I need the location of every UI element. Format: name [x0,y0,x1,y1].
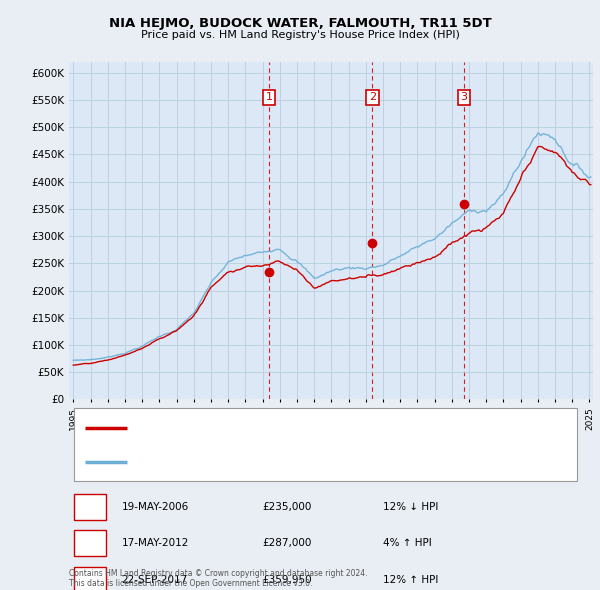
Text: 3: 3 [86,573,94,586]
Text: £359,950: £359,950 [263,575,313,585]
FancyBboxPatch shape [74,566,106,590]
Text: 4% ↑ HPI: 4% ↑ HPI [383,538,432,548]
Text: £235,000: £235,000 [263,502,312,512]
Text: 12% ↓ HPI: 12% ↓ HPI [383,502,439,512]
Text: Price paid vs. HM Land Registry's House Price Index (HPI): Price paid vs. HM Land Registry's House … [140,30,460,40]
Text: 2: 2 [86,537,94,550]
Text: 22-SEP-2017: 22-SEP-2017 [121,575,188,585]
Text: NIA HEJMO, BUDOCK WATER, FALMOUTH, TR11 5DT (detached house): NIA HEJMO, BUDOCK WATER, FALMOUTH, TR11 … [137,423,478,433]
Text: 19-MAY-2006: 19-MAY-2006 [121,502,188,512]
Text: £287,000: £287,000 [263,538,312,548]
Text: 1: 1 [266,93,272,103]
Text: 3: 3 [461,93,467,103]
Text: HPI: Average price, detached house, Cornwall: HPI: Average price, detached house, Corn… [137,457,360,467]
Text: NIA HEJMO, BUDOCK WATER, FALMOUTH, TR11 5DT: NIA HEJMO, BUDOCK WATER, FALMOUTH, TR11 … [109,17,491,30]
Text: Contains HM Land Registry data © Crown copyright and database right 2024.
This d: Contains HM Land Registry data © Crown c… [69,569,367,588]
Text: 17-MAY-2012: 17-MAY-2012 [121,538,189,548]
Text: 12% ↑ HPI: 12% ↑ HPI [383,575,439,585]
Text: 2: 2 [369,93,376,103]
FancyBboxPatch shape [74,494,106,520]
Text: 1: 1 [86,500,94,513]
FancyBboxPatch shape [74,408,577,481]
FancyBboxPatch shape [74,530,106,556]
